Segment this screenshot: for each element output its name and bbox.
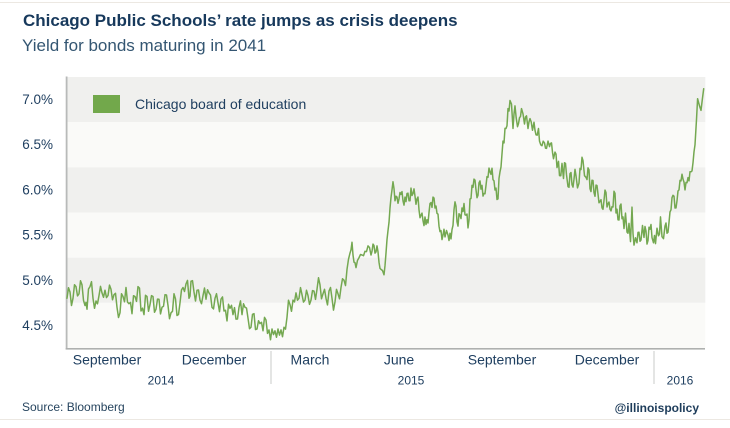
svg-text:2014: 2014 [148, 374, 175, 388]
svg-text:September: September [73, 352, 142, 368]
svg-text:September: September [468, 352, 537, 368]
svg-text:December: December [575, 352, 640, 368]
svg-text:4.5%: 4.5% [22, 318, 53, 333]
svg-text:7.0%: 7.0% [22, 92, 53, 107]
svg-text:6.5%: 6.5% [22, 137, 53, 152]
svg-text:Chicago board of education: Chicago board of education [135, 96, 306, 112]
svg-text:5.5%: 5.5% [22, 228, 53, 243]
svg-text:March: March [291, 352, 330, 368]
svg-text:5.0%: 5.0% [22, 273, 53, 288]
svg-text:2016: 2016 [667, 374, 694, 388]
svg-text:2015: 2015 [398, 374, 425, 388]
svg-text:6.0%: 6.0% [22, 182, 53, 197]
svg-text:December: December [182, 352, 247, 368]
svg-text:June: June [384, 352, 415, 368]
